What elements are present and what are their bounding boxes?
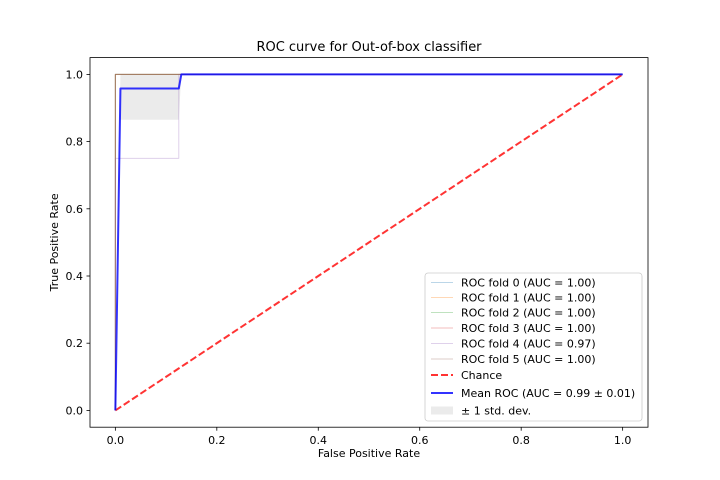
chance-line	[114, 73, 624, 412]
legend-label: ROC fold 5 (AUC = 1.00)	[461, 353, 596, 366]
x-tick-label: 0.2	[208, 434, 226, 447]
x-axis-label: False Positive Rate	[318, 447, 420, 460]
y-tick-label: 0.4	[66, 270, 84, 283]
legend-label: ± 1 std. dev.	[461, 405, 531, 418]
y-tick-label: 0.2	[66, 337, 84, 350]
y-tick-label: 0.6	[66, 203, 84, 216]
std-dev-band	[115, 74, 623, 411]
legend: ROC fold 0 (AUC = 1.00) ROC fold 1 (AUC =…	[424, 272, 643, 422]
axis-ticks: 0.0 0.2 0.4 0.6 0.8 1.0 0.0 0.2 0.4 0.6 0.8 1.0	[66, 68, 632, 447]
y-tick-label: 1.0	[66, 68, 84, 81]
y-tick-label: 0.0	[66, 404, 84, 417]
legend-swatch	[431, 406, 453, 415]
x-tick-label: 0.6	[411, 434, 429, 447]
legend-label: ROC fold 4 (AUC = 0.97)	[461, 338, 596, 351]
x-tick-label: 1.0	[614, 434, 632, 447]
legend-label: ROC fold 2 (AUC = 1.00)	[461, 307, 596, 320]
legend-label: Mean ROC (AUC = 0.99 ± 0.01)	[461, 387, 635, 400]
chart-title: ROC curve for Out-of-box classifier	[256, 40, 482, 55]
plot-area	[114, 73, 624, 412]
legend-label: Chance	[461, 369, 502, 382]
x-tick-label: 0.0	[107, 434, 125, 447]
legend-label: ROC fold 1 (AUC = 1.00)	[461, 292, 596, 305]
y-tick-label: 0.8	[66, 136, 84, 149]
legend-box	[424, 272, 643, 422]
legend-label: ROC fold 0 (AUC = 1.00)	[461, 277, 596, 290]
mean-roc-line	[114, 73, 623, 411]
legend-label: ROC fold 3 (AUC = 1.00)	[461, 322, 596, 335]
x-tick-label: 0.8	[512, 434, 530, 447]
axes-frame	[89, 57, 649, 428]
y-axis-label: True Positive Rate	[48, 193, 61, 292]
x-tick-label: 0.4	[310, 434, 328, 447]
